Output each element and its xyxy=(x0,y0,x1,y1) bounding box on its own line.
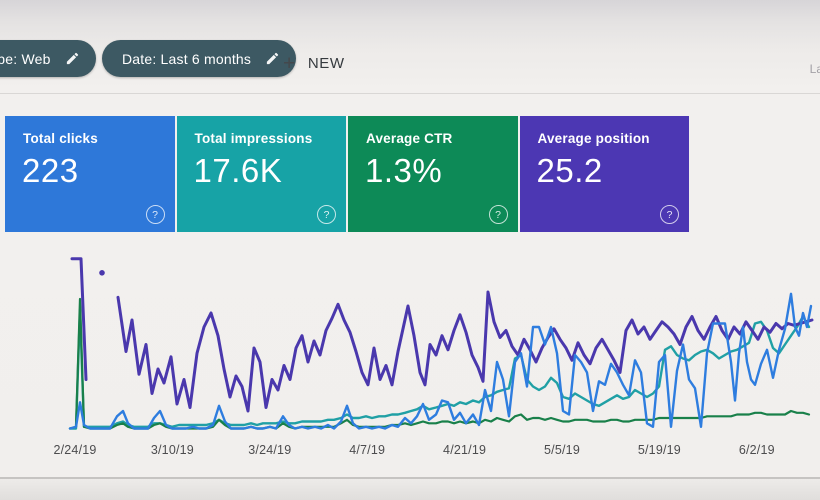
metric-label: Average position xyxy=(537,131,650,146)
edit-pencil-icon xyxy=(65,51,80,66)
x-axis-label: 5/19/19 xyxy=(637,443,681,457)
bottom-divider xyxy=(0,477,820,479)
plus-icon: + xyxy=(283,51,296,75)
metric-cards-row: Total clicks 223 ? Total impressions 17.… xyxy=(5,116,689,232)
metric-label: Average CTR xyxy=(366,131,453,146)
performance-chart-svg xyxy=(68,257,814,430)
filter-chip-date-range[interactable]: Date: Last 6 months xyxy=(102,40,297,77)
metric-value: 223 xyxy=(22,152,79,189)
x-axis-label: 5/5/19 xyxy=(544,443,580,457)
screen-bezel xyxy=(0,479,820,500)
x-axis-label: 4/21/19 xyxy=(443,443,487,457)
edit-pencil-icon xyxy=(265,51,280,66)
help-icon[interactable]: ? xyxy=(488,205,508,224)
filter-toolbar: type: Web Date: Last 6 months + NEW La xyxy=(0,0,820,94)
toolbar-divider xyxy=(0,93,820,94)
metric-card[interactable]: Average position 25.2 ? xyxy=(519,116,689,232)
help-icon[interactable]: ? xyxy=(317,205,336,224)
metric-value: 1.3% xyxy=(365,152,443,189)
x-axis: 2/24/19 3/10/19 3/24/19 4/7/19 4/21/19 5… xyxy=(0,443,820,463)
new-filter-button-label: NEW xyxy=(307,54,345,72)
filter-chip-search-type[interactable]: type: Web xyxy=(0,40,96,77)
metric-value: 25.2 xyxy=(536,152,603,189)
metric-card[interactable]: Average CTR 1.3% ? xyxy=(348,116,518,232)
x-axis-label: 6/2/19 xyxy=(738,443,775,457)
x-axis-label: 2/24/19 xyxy=(53,443,97,457)
x-axis-label: 3/24/19 xyxy=(248,443,292,457)
performance-chart xyxy=(0,250,820,440)
filter-chip-search-type-label: type: Web xyxy=(0,50,51,67)
filter-chip-date-range-label: Date: Last 6 months xyxy=(122,50,252,67)
metric-card[interactable]: Total clicks 223 ? xyxy=(5,116,175,232)
metric-value: 17.6K xyxy=(193,152,283,189)
metric-card[interactable]: Total impressions 17.6K ? xyxy=(176,116,346,232)
new-filter-button[interactable]: + NEW xyxy=(283,50,345,76)
x-axis-label: 4/7/19 xyxy=(349,443,386,457)
metric-label: Total impressions xyxy=(194,131,313,146)
x-axis-label: 3/10/19 xyxy=(150,443,194,457)
metric-label: Total clicks xyxy=(23,131,98,146)
help-icon[interactable]: ? xyxy=(145,205,165,224)
help-icon[interactable]: ? xyxy=(660,205,679,224)
last-updated-fragment: La xyxy=(809,62,820,76)
